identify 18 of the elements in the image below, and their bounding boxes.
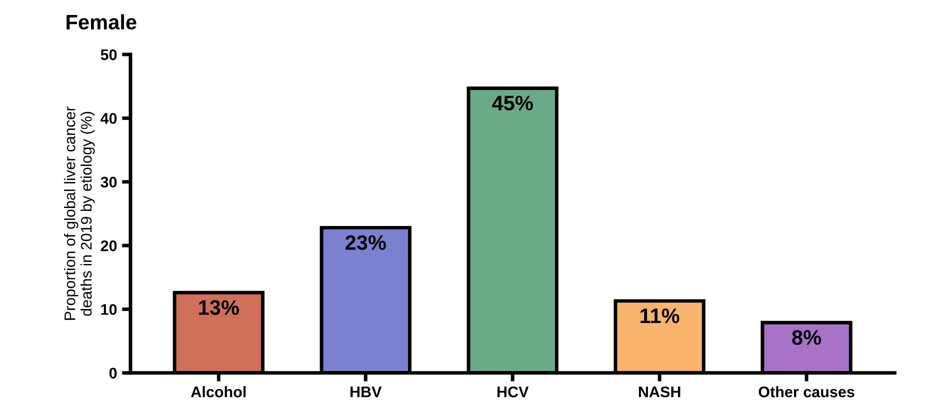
x-tick-label: Other causes: [758, 386, 854, 398]
y-tick-label: 0: [109, 368, 117, 379]
y-tick-label: 50: [100, 49, 117, 60]
y-tick-label: 40: [100, 113, 117, 124]
data-label: 11%: [640, 308, 680, 324]
data-label: 45%: [492, 96, 533, 110]
data-label: 13%: [199, 300, 239, 315]
y-tick-label: 30: [100, 176, 117, 188]
data-label: 8%: [792, 330, 822, 345]
data-label: 23%: [346, 235, 386, 250]
chart-title: Female: [66, 14, 136, 30]
y-tick-label: 10: [101, 304, 117, 315]
x-tick-label: NASH: [638, 386, 680, 398]
y-tick-label: 20: [100, 240, 117, 252]
x-tick-label: Alcohol: [191, 386, 246, 398]
x-tick-label: HBV: [350, 386, 382, 398]
y-axis-title: Proportion of global liver cancer deaths in 2019 by etiology (%): [64, 106, 95, 320]
x-tick-label: HCV: [497, 386, 529, 398]
